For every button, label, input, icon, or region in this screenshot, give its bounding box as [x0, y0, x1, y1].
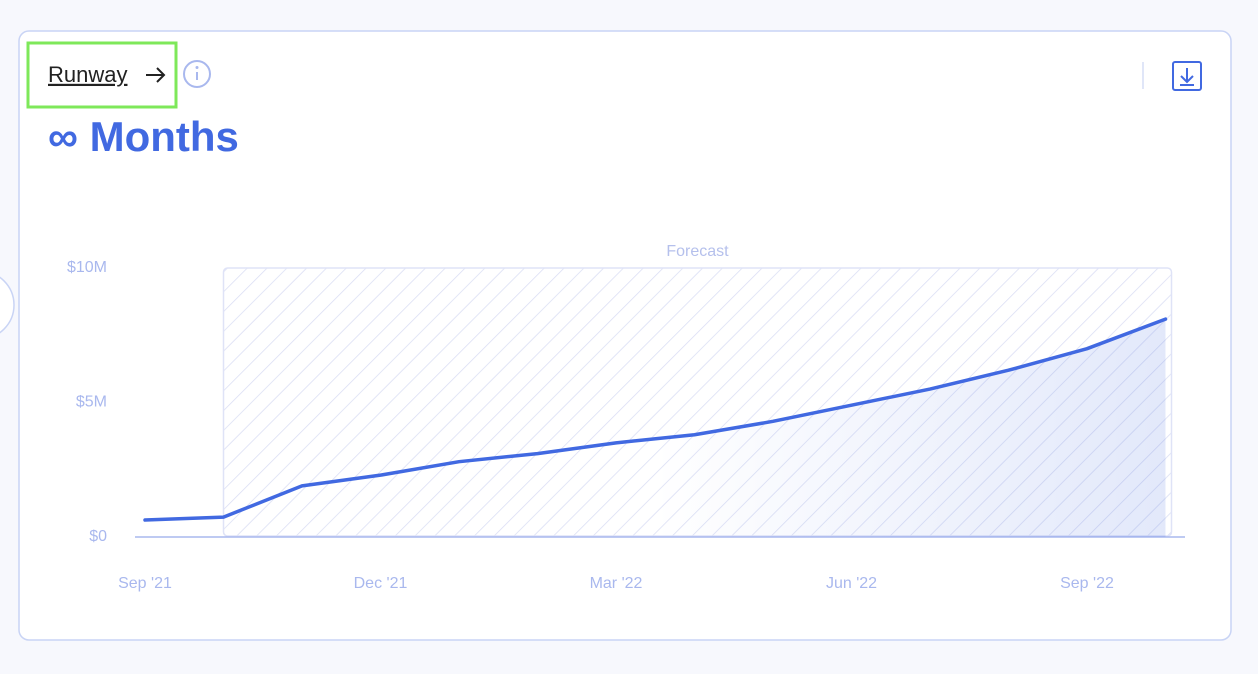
y-tick-label: $10M	[67, 259, 107, 276]
y-tick-label: $5M	[76, 394, 107, 411]
x-tick-label: Sep '21	[118, 575, 172, 592]
info-icon[interactable]	[183, 60, 211, 88]
side-handle[interactable]	[0, 271, 15, 339]
highlight-box	[26, 41, 178, 109]
card-title-link[interactable]: Runway	[48, 62, 127, 87]
area	[145, 319, 1166, 537]
download-button[interactable]	[1172, 61, 1202, 91]
runway-value: ∞ Months	[48, 113, 239, 160]
y-tick-label: $0	[89, 528, 107, 545]
x-tick-label: Mar '22	[590, 575, 643, 592]
x-tick-label: Jun '22	[826, 575, 877, 592]
line	[143, 317, 1168, 522]
x-tick-label: Sep '22	[1060, 575, 1114, 592]
arrow-icon[interactable]	[146, 67, 166, 83]
x-tick-label: Dec '21	[354, 575, 408, 592]
forecast-label: Forecast	[666, 243, 729, 260]
